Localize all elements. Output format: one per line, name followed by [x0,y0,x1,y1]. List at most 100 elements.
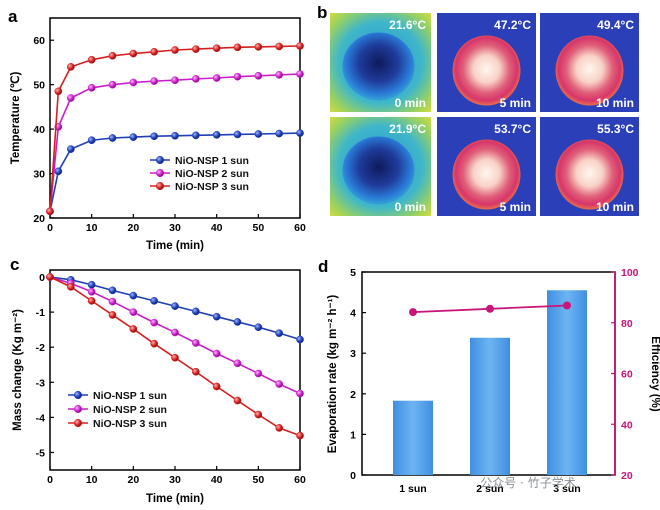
data-point-3-sun [296,431,304,440]
data-point-3-sun [108,311,117,319]
data-point-2-sun [296,70,304,78]
legend-label-3-sun: NiO-NSP 3 sun [175,181,249,193]
data-point-1-sun [275,129,284,138]
y-tick-label: 50 [33,80,45,92]
x-tick-label: 40 [211,222,223,234]
y-tick-label: 40 [33,124,45,136]
x-tick-label: 60 [294,222,306,234]
panel-c-xlabel: Time (min) [146,493,204,505]
y-tick-label: 1 [350,429,356,441]
thermal-hot-spot [452,139,521,210]
panel-a-ylabel: Temperature (℃) [9,72,22,165]
bar-1-sun [393,400,433,475]
panel-letter-d: d [318,257,328,276]
data-point-3-sun [296,42,304,50]
category-label: 2 sun [476,483,503,495]
x-tick-label: 40 [211,474,223,486]
efficiency-point-2-sun [486,304,494,313]
data-point-1-sun [108,286,117,295]
thermal-temperature: 53.7°C [494,122,531,136]
data-point-3-sun [46,207,54,216]
panel-b-thermal-images: 21.6°C 0 min 47.2°C 5 min 49.4°C 10 min 21.9°C… [330,13,639,216]
thermal-time: 10 min [596,200,634,214]
data-point-3-sun [254,43,263,51]
data-point-1-sun [171,131,179,140]
data-point-3-sun [87,55,96,64]
thermal-cold-spot [342,136,415,205]
panel-letter-a: a [8,7,18,26]
thermal-time: 0 min [395,200,426,214]
data-point-3-sun [171,46,179,54]
x-tick-label: 20 [127,474,139,486]
data-point-3-sun [129,325,138,333]
thermal-time: 10 min [596,96,634,110]
data-point-1-sun [254,130,263,138]
data-point-2-sun [108,297,117,306]
data-point-2-sun [87,83,96,92]
data-point-1-sun [171,302,179,310]
x-tick-label: 0 [47,222,53,234]
data-point-1-sun [296,335,304,344]
thermal-temperature: 21.9°C [389,122,426,136]
data-point-3-sun [150,47,159,56]
y-tick-label: 3 [350,348,356,360]
thermal-hot-spot [555,139,624,210]
y-tick-label: -3 [36,377,45,389]
data-point-2-sun [66,94,75,102]
y-tick-label: 5 [350,267,356,279]
panel-c-legend: NiO-NSP 1 sun NiO-NSP 2 sun NiO-NSP 3 sun [68,390,167,430]
panel-d-evaporation-chart: 1 sun 2 sun 3 sun 0 1 2 3 4 5 20 40 60 80 100 Evapora… [327,267,660,495]
data-point-2-sun [150,77,159,85]
data-point-3-sun [171,353,179,362]
legend-marker-1-sun [155,155,165,165]
data-point-3-sun [191,367,200,376]
right-tick-label: 100 [621,267,639,279]
legend-marker-2-sun [155,168,165,178]
data-point-3-sun [46,273,54,281]
data-point-2-sun [108,80,117,89]
efficiency-point-3-sun [563,301,571,310]
data-point-3-sun [108,51,117,60]
thermal-time: 5 min [500,200,531,214]
thermal-tile-2-1: 21.9°C 0 min [330,117,431,216]
data-point-2-sun [275,380,284,388]
x-tick-label: 60 [294,474,306,486]
panel-a-xlabel: Time (min) [146,240,204,252]
data-point-2-sun [254,71,263,80]
y-tick-label: 30 [33,169,45,181]
data-point-1-sun [87,280,96,289]
thermal-time: 5 min [500,96,531,110]
data-point-2-sun [87,287,96,296]
thermal-temperature: 47.2°C [494,18,531,32]
thermal-tile-1-2: 47.2°C 5 min [437,13,536,112]
x-tick-label: 30 [169,474,181,486]
y-tick-label: 60 [33,35,45,47]
y-tick-label: -1 [36,307,45,319]
y-tick-label: -4 [36,412,45,424]
right-tick-label: 40 [621,419,633,431]
data-point-3-sun [233,396,242,405]
data-point-1-sun [129,133,138,141]
thermal-temperature: 55.3°C [597,122,634,136]
data-point-2-sun [212,74,221,82]
y-tick-label: 20 [33,213,45,225]
watermark: 公众号 · 竹子学术 [480,475,575,490]
bar-2-sun [470,337,510,475]
y-tick-label: 4 [350,308,356,320]
thermal-temperature: 49.4°C [597,18,634,32]
data-point-1-sun [150,297,159,305]
data-point-1-sun [191,131,200,140]
data-point-2-sun [296,389,304,398]
legend-marker-3-sun [155,181,165,191]
x-tick-label: 10 [86,474,98,486]
thermal-tile-2-2: 53.7°C 5 min [437,117,536,216]
data-point-3-sun [254,410,263,419]
data-point-1-sun [212,312,221,321]
y-tick-label: 0 [350,470,356,482]
legend-label-3-sun: NiO-NSP 3 sun [93,418,167,430]
legend-marker-1-sun [73,390,83,400]
panel-letter-b: b [317,3,327,22]
data-point-1-sun [233,318,242,326]
data-point-2-sun [212,349,221,358]
